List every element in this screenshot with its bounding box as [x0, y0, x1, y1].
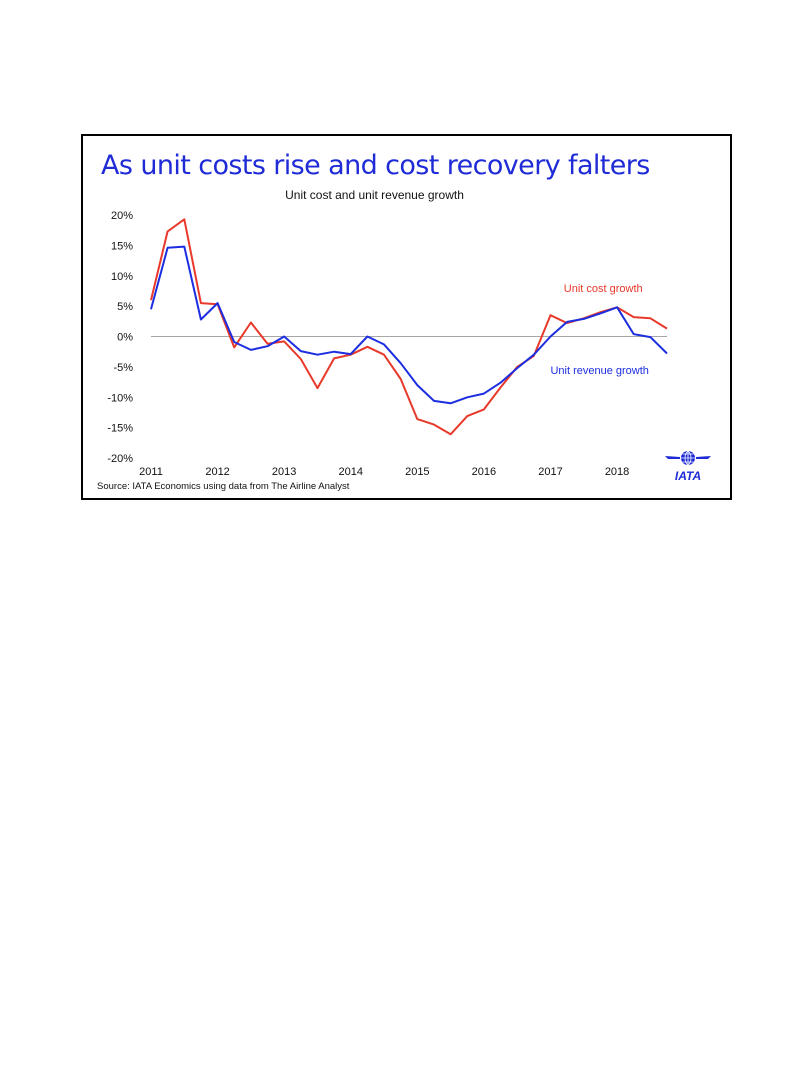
y-tick-label: 10% — [111, 271, 133, 283]
y-tick-label: 15% — [111, 240, 133, 252]
chart-frame: As unit costs rise and cost recovery fal… — [81, 134, 732, 500]
x-tick-label: 2011 — [139, 466, 163, 478]
line-chart: 20% 15% 10% 5% 0% -5% -10% -15% -20% 2011 2012 2013… — [107, 210, 668, 478]
y-tick-label: -15% — [107, 423, 133, 435]
y-tick-label: -20% — [107, 453, 133, 465]
x-tick-label: 2017 — [538, 466, 562, 478]
y-tick-label: 20% — [111, 210, 133, 222]
x-tick-label: 2018 — [605, 466, 629, 478]
y-tick-label: -5% — [113, 362, 133, 374]
y-tick-label: 0% — [117, 332, 133, 344]
y-tick-label: 5% — [117, 301, 133, 313]
globe-icon — [665, 450, 711, 466]
chart-title: Unit cost and unit revenue growth — [285, 188, 464, 202]
x-tick-label: 2012 — [205, 466, 229, 478]
unit-revenue-label: Unit revenue growth — [550, 365, 648, 377]
headline: As unit costs rise and cost recovery fal… — [101, 150, 650, 181]
x-tick-label: 2014 — [338, 466, 362, 478]
x-tick-label: 2016 — [472, 466, 496, 478]
source-note: Source: IATA Economics using data from T… — [97, 481, 350, 492]
unit-revenue-line — [150, 245, 668, 405]
x-tick-label: 2015 — [405, 466, 429, 478]
y-tick-label: -10% — [107, 392, 133, 404]
iata-logo: IATA — [665, 450, 711, 483]
logo-text: IATA — [675, 469, 701, 483]
x-tick-label: 2013 — [272, 466, 296, 478]
unit-cost-label: Unit cost growth — [564, 283, 643, 295]
